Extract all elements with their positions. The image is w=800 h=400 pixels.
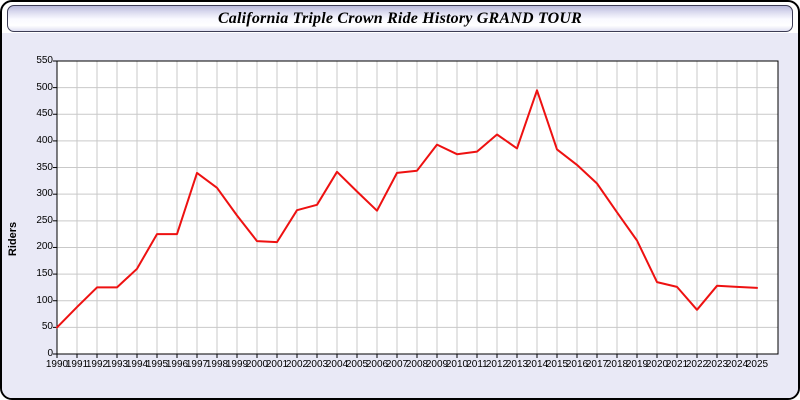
title-bar: California Triple Crown Ride History GRA…	[7, 5, 793, 32]
riders-line	[56, 89, 758, 329]
chart-title: California Triple Crown Ride History GRA…	[217, 9, 583, 27]
plot-border	[56, 60, 779, 355]
